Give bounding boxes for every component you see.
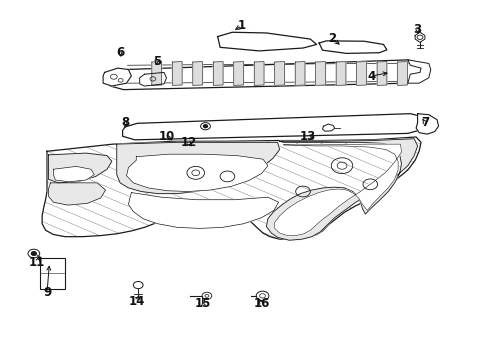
Polygon shape [110, 60, 428, 90]
Polygon shape [140, 72, 166, 86]
Polygon shape [295, 62, 305, 85]
Polygon shape [415, 114, 438, 134]
Polygon shape [48, 153, 112, 183]
Polygon shape [42, 137, 420, 239]
Polygon shape [172, 62, 182, 85]
Polygon shape [322, 124, 334, 131]
Text: 15: 15 [194, 297, 211, 310]
FancyBboxPatch shape [40, 258, 65, 289]
Text: 6: 6 [116, 46, 124, 59]
Circle shape [203, 125, 207, 128]
Polygon shape [122, 114, 425, 140]
Polygon shape [254, 62, 264, 85]
Polygon shape [335, 62, 345, 85]
Polygon shape [128, 193, 278, 228]
Polygon shape [315, 62, 325, 85]
Text: 4: 4 [366, 69, 375, 82]
Polygon shape [266, 139, 417, 240]
Polygon shape [103, 68, 131, 86]
Polygon shape [192, 62, 202, 85]
Polygon shape [152, 62, 161, 85]
Polygon shape [274, 144, 401, 235]
Polygon shape [53, 166, 94, 182]
Polygon shape [356, 62, 366, 85]
Text: 5: 5 [152, 55, 161, 68]
Text: 12: 12 [180, 136, 196, 149]
Polygon shape [48, 183, 105, 205]
Polygon shape [274, 62, 284, 85]
Text: 1: 1 [238, 19, 245, 32]
Polygon shape [213, 62, 223, 85]
Polygon shape [319, 41, 386, 53]
Text: 2: 2 [327, 32, 336, 45]
Polygon shape [397, 62, 407, 85]
Text: 7: 7 [420, 116, 428, 129]
Polygon shape [407, 60, 430, 83]
Polygon shape [217, 32, 316, 51]
Text: 10: 10 [158, 130, 174, 144]
Polygon shape [376, 62, 386, 85]
Polygon shape [233, 62, 243, 85]
Polygon shape [414, 32, 424, 42]
Text: 8: 8 [121, 116, 129, 129]
Text: 13: 13 [299, 130, 315, 144]
Text: 16: 16 [253, 297, 269, 310]
Polygon shape [126, 154, 267, 192]
Text: 9: 9 [43, 287, 51, 300]
Text: 14: 14 [129, 296, 145, 309]
Text: 3: 3 [413, 23, 421, 36]
Polygon shape [117, 142, 279, 194]
Text: 11: 11 [29, 256, 45, 269]
Circle shape [31, 252, 36, 255]
